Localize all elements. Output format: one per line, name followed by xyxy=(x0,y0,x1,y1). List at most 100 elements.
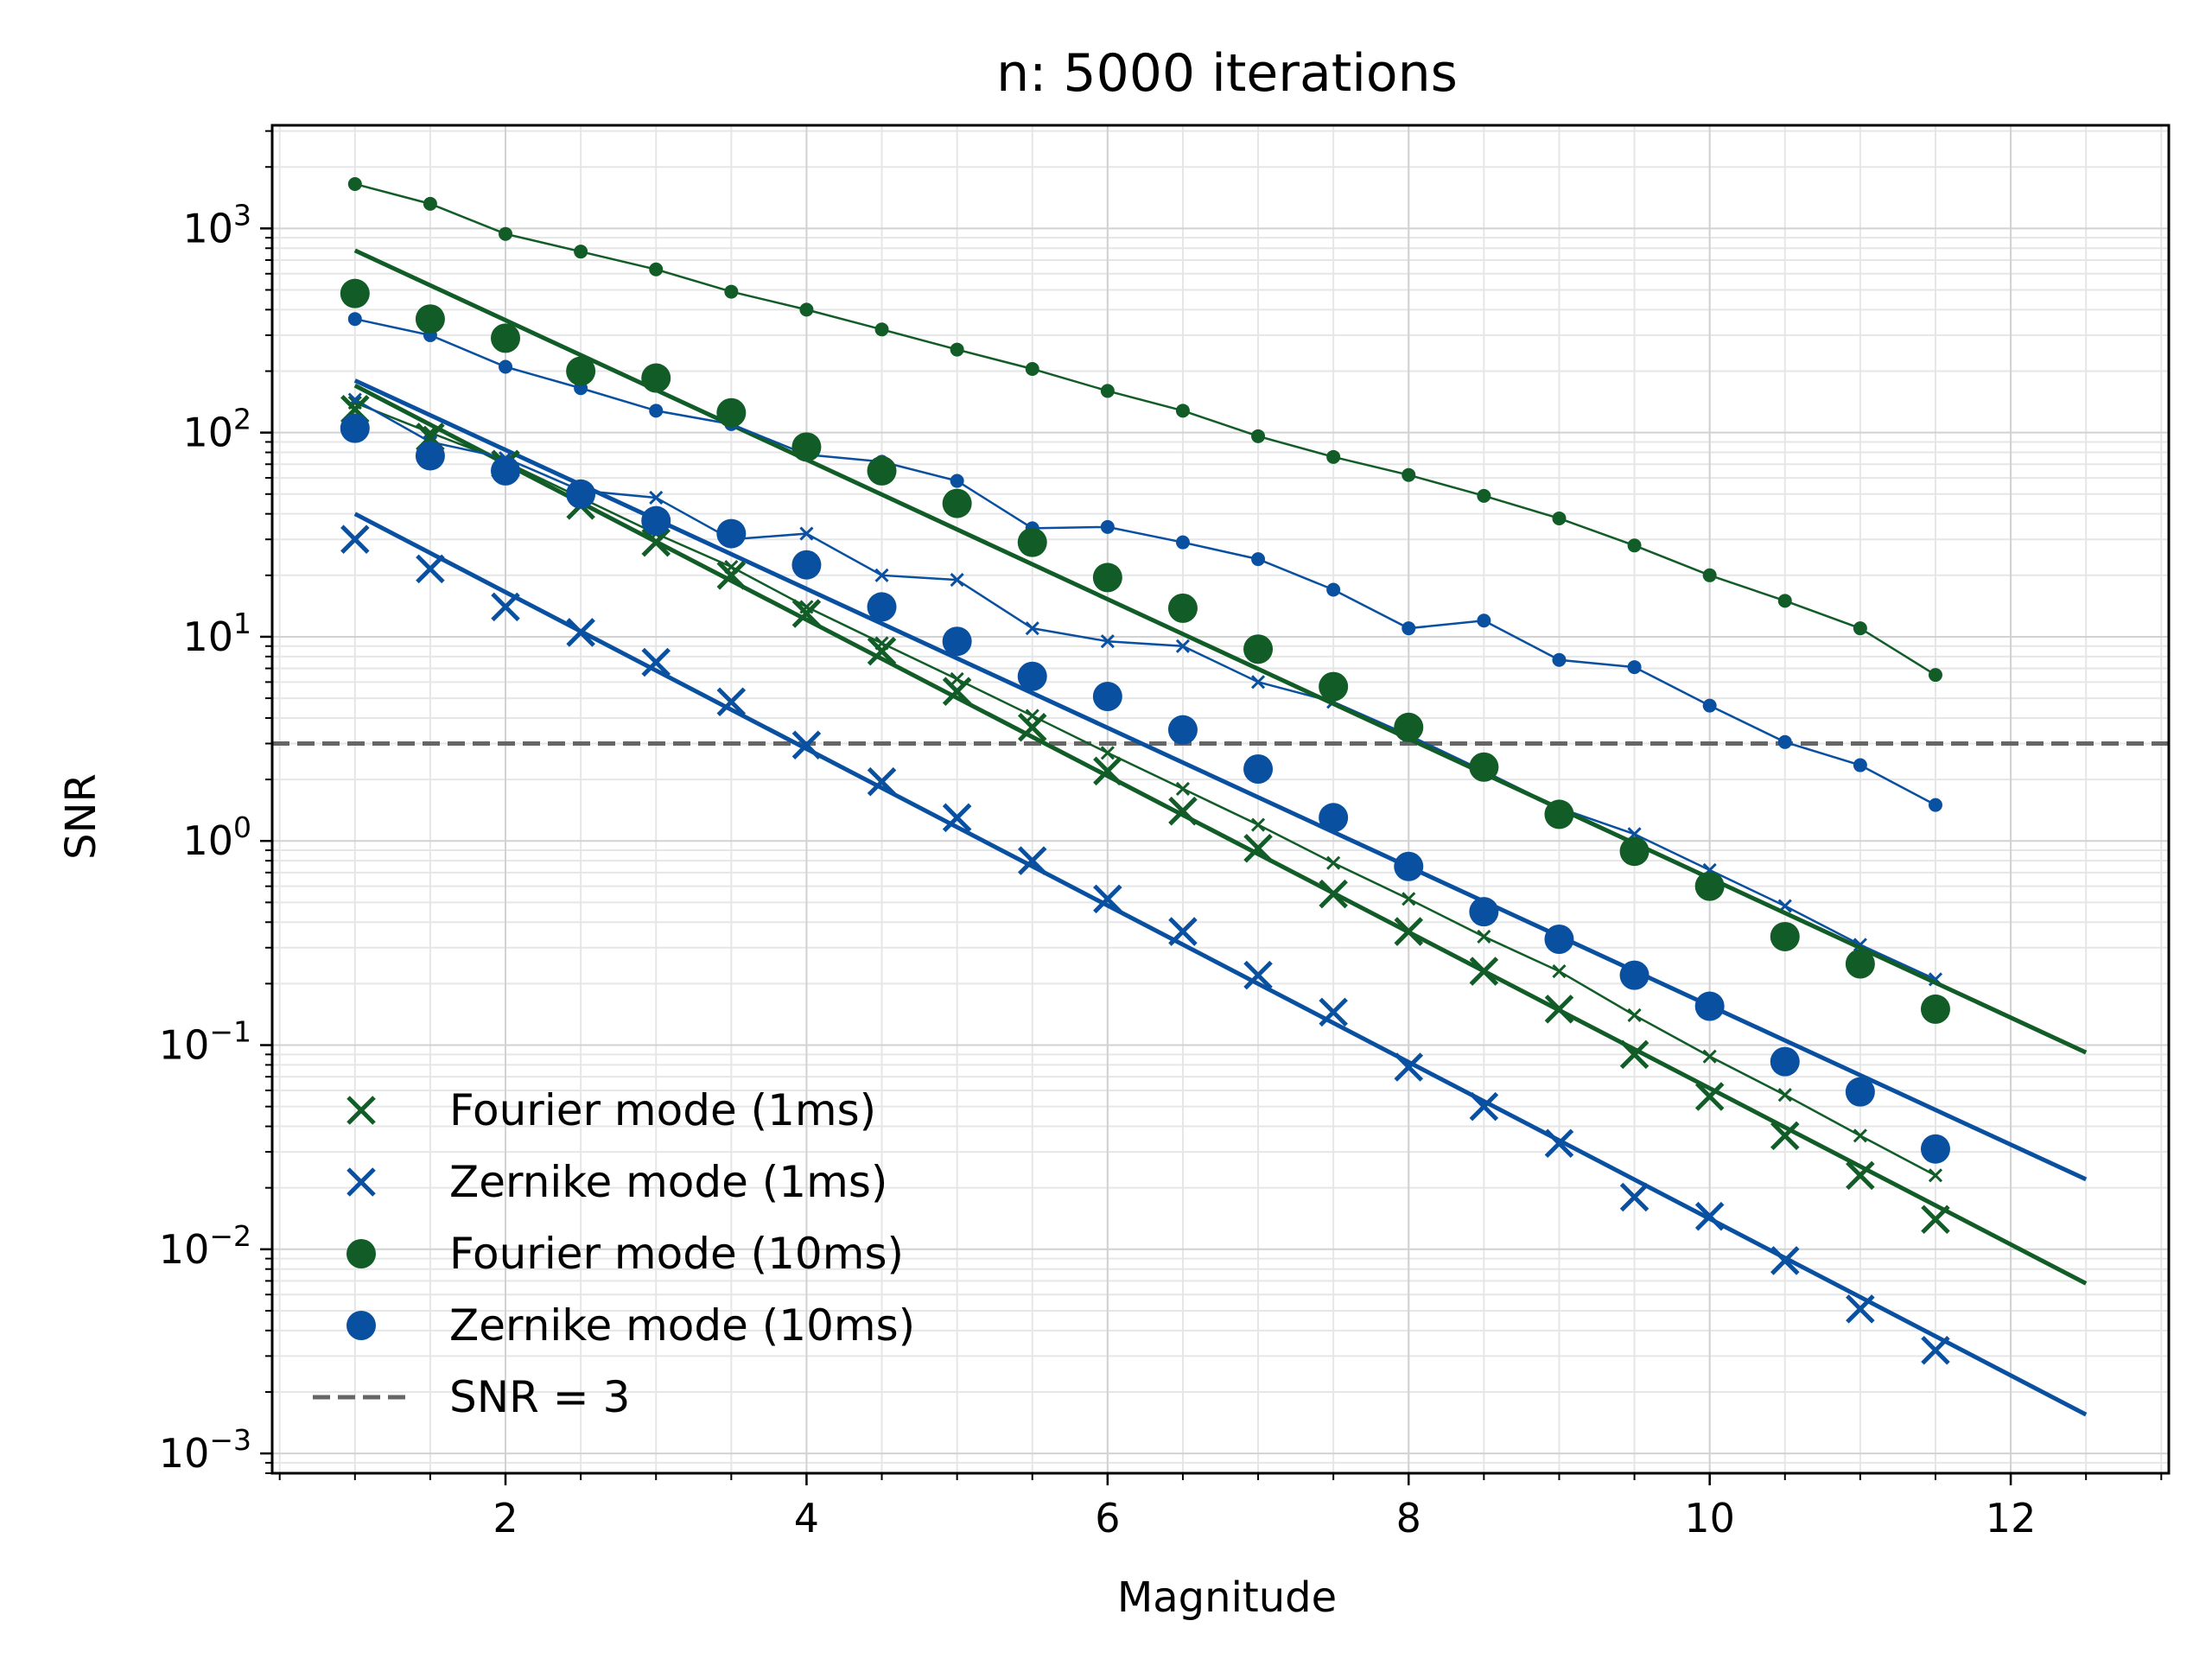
y-tick-base: 10 xyxy=(182,613,233,660)
reference-point xyxy=(423,196,437,211)
data-point xyxy=(716,397,747,428)
reference-point xyxy=(1702,1049,1717,1064)
reference-point xyxy=(1928,668,1942,683)
data-point xyxy=(791,730,822,760)
reference-curve-1 xyxy=(354,398,1936,981)
data-point xyxy=(791,599,822,628)
data-point xyxy=(415,304,445,334)
data-point xyxy=(1394,917,1424,946)
y-tick-exponent: −1 xyxy=(209,1015,251,1049)
data-point xyxy=(942,677,972,706)
y-tick-base: 10 xyxy=(182,205,233,251)
y-tick-exponent: 1 xyxy=(233,607,251,640)
legend-marker xyxy=(346,1167,376,1197)
data-point xyxy=(1469,1091,1499,1122)
reference-point xyxy=(1402,467,1416,482)
x-tick-label: 6 xyxy=(1095,1495,1120,1541)
reference-point xyxy=(724,284,739,299)
data-point xyxy=(1770,1121,1800,1151)
reference-point xyxy=(649,262,664,276)
reference-point xyxy=(1928,798,1942,812)
legend-label: Fourier mode (1ms) xyxy=(449,1085,876,1135)
reference-point xyxy=(1100,519,1115,534)
y-axis-title: SNR xyxy=(57,773,105,860)
data-point xyxy=(1544,799,1574,830)
y-tick-exponent: −2 xyxy=(209,1219,251,1253)
data-point xyxy=(566,356,596,386)
data-point xyxy=(867,636,897,666)
data-point xyxy=(1920,994,1950,1024)
data-point xyxy=(1694,871,1725,901)
data-point xyxy=(340,413,370,443)
y-tick-label: 10−1 xyxy=(159,1015,251,1069)
data-point xyxy=(491,455,521,486)
data-point xyxy=(1243,754,1274,785)
data-point xyxy=(1319,997,1348,1027)
data-point xyxy=(1394,712,1424,742)
y-tick-exponent: −3 xyxy=(209,1423,251,1457)
reference-point xyxy=(649,490,664,505)
reference-point xyxy=(649,404,664,418)
data-point xyxy=(1694,991,1725,1021)
data-point xyxy=(791,432,822,462)
data-point xyxy=(491,323,521,353)
data-point xyxy=(1167,593,1198,623)
reference-point xyxy=(1777,594,1792,608)
reference-point xyxy=(1402,621,1416,636)
data-point xyxy=(1619,960,1649,990)
data-point xyxy=(1469,957,1499,986)
data-point xyxy=(416,554,445,584)
data-point xyxy=(340,278,370,308)
reference-point xyxy=(950,671,964,687)
data-point xyxy=(1619,836,1649,867)
reference-point xyxy=(950,573,964,588)
y-tick-label: 100 xyxy=(182,810,251,864)
reference-point xyxy=(874,322,889,337)
data-point xyxy=(415,441,445,471)
reference-point xyxy=(1326,582,1341,597)
y-tick-base: 10 xyxy=(159,1430,210,1477)
data-point xyxy=(1243,634,1274,664)
reference-point xyxy=(1627,1007,1642,1023)
data-point xyxy=(1168,796,1198,826)
y-tick-base: 10 xyxy=(159,1226,210,1273)
reference-point xyxy=(347,312,362,327)
reference-point xyxy=(1928,1168,1943,1183)
reference-point xyxy=(1100,384,1115,398)
data-point xyxy=(867,455,897,486)
reference-point xyxy=(1853,621,1867,636)
data-point xyxy=(1394,851,1424,881)
data-point xyxy=(1921,1205,1950,1235)
data-point xyxy=(1168,917,1198,946)
data-point xyxy=(1770,1046,1800,1077)
data-point xyxy=(1846,1294,1875,1324)
legend: Fourier mode (1ms) Zernike mode (1ms) Four… xyxy=(313,1085,915,1422)
y-tick-exponent: 2 xyxy=(233,403,251,436)
reference-point xyxy=(1777,1088,1792,1103)
data-point xyxy=(1319,879,1348,909)
data-point xyxy=(1920,1134,1950,1164)
reference-point xyxy=(1100,746,1115,760)
fit-line-0 xyxy=(353,383,2088,1286)
data-point xyxy=(1770,921,1800,951)
reference-point xyxy=(1477,488,1491,503)
reference-point xyxy=(1251,552,1266,567)
y-tick-label: 10−3 xyxy=(159,1423,251,1477)
data-point xyxy=(716,687,747,717)
data-point xyxy=(1243,834,1273,863)
x-tick-label: 10 xyxy=(1684,1495,1735,1541)
data-point xyxy=(1319,671,1349,702)
reference-point xyxy=(1025,709,1039,723)
reference-curve-3 xyxy=(354,317,1936,806)
data-point xyxy=(1017,846,1047,875)
y-tick-exponent: 3 xyxy=(233,198,251,232)
reference-point xyxy=(499,359,513,374)
y-tick-base: 10 xyxy=(159,1022,210,1069)
data-point xyxy=(1394,1052,1424,1082)
reference-point xyxy=(1250,675,1266,690)
reference-point xyxy=(1025,361,1039,376)
y-tick-base: 10 xyxy=(182,410,233,456)
